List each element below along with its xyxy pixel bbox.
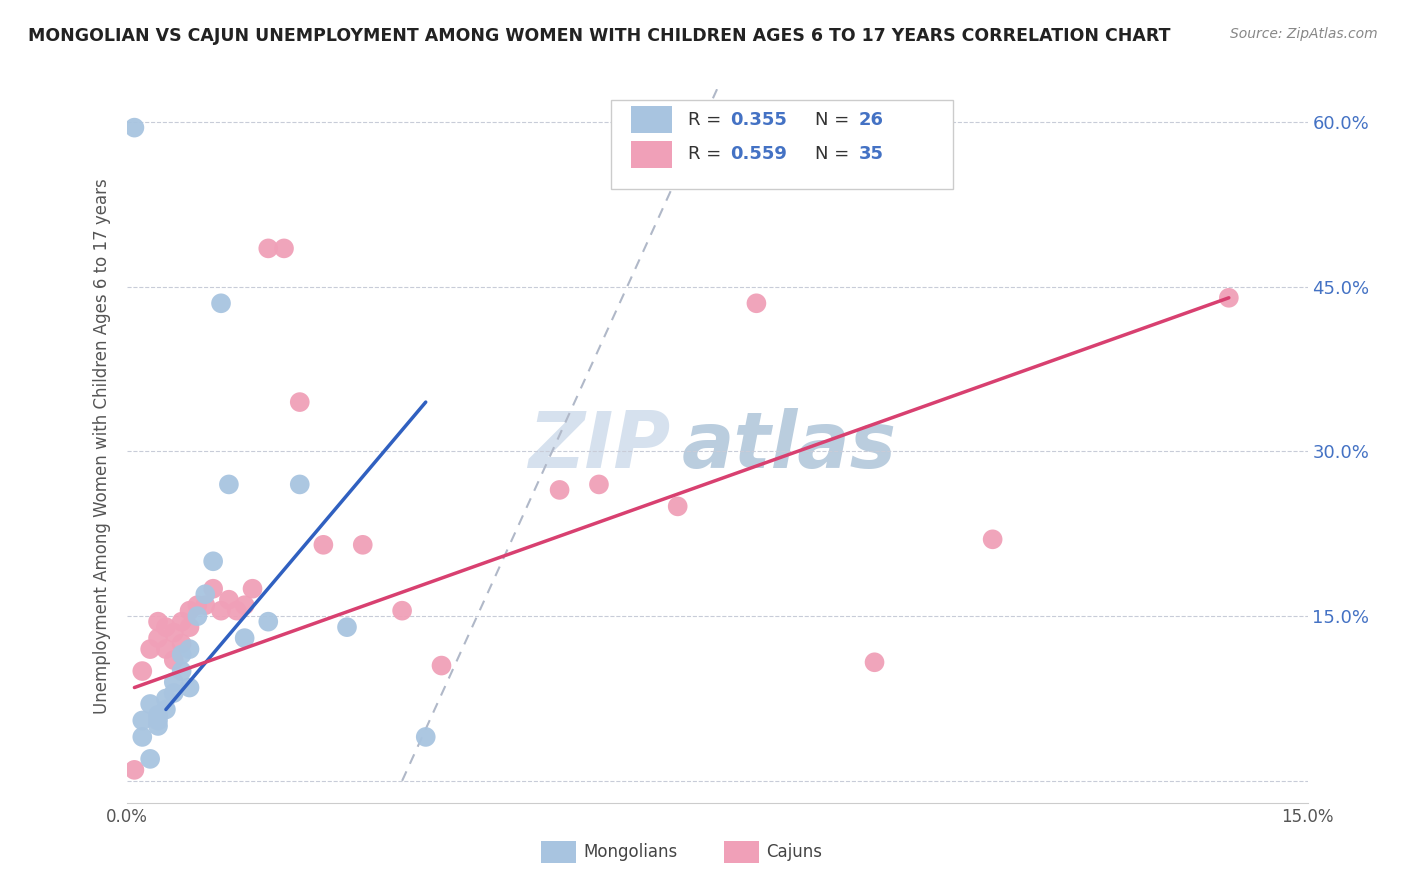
Point (186, 598, 208, 612)
Point (257, 241, 280, 255)
Point (548, 483, 571, 497)
Text: 26: 26 (859, 111, 884, 128)
Point (588, 477, 610, 491)
Point (139, 697, 162, 711)
Text: 0.355: 0.355 (730, 111, 787, 128)
Point (273, 241, 295, 255)
Point (124, 763, 146, 777)
Point (131, 730, 153, 744)
Point (170, 648, 193, 662)
Point (209, 296, 232, 310)
Point (139, 642, 162, 657)
Text: 35: 35 (859, 145, 884, 163)
Point (391, 604, 413, 618)
Point (242, 582, 264, 596)
Point (163, 675, 186, 690)
Point (163, 686, 186, 700)
Point (225, 604, 247, 618)
Text: N =: N = (815, 145, 855, 163)
Bar (631, 141, 672, 168)
Point (124, 120, 146, 135)
Point (336, 620, 359, 634)
Point (218, 592, 240, 607)
Text: atlas: atlas (682, 408, 897, 484)
Point (194, 598, 217, 612)
Point (981, 533, 1004, 547)
Point (155, 620, 177, 634)
Point (170, 615, 193, 629)
Text: ZIP: ZIP (527, 408, 669, 484)
Text: R =: R = (688, 111, 727, 128)
Point (146, 708, 169, 723)
Point (146, 714, 169, 728)
Point (218, 477, 240, 491)
Point (1218, 291, 1240, 305)
Point (666, 500, 689, 514)
Point (146, 631, 169, 645)
Point (233, 631, 256, 645)
Point (312, 538, 335, 552)
Point (179, 620, 201, 634)
Point (186, 609, 208, 624)
Text: N =: N = (815, 111, 855, 128)
Point (131, 664, 153, 678)
Point (155, 642, 177, 657)
Point (146, 719, 169, 733)
Point (257, 615, 280, 629)
Text: Source: ZipAtlas.com: Source: ZipAtlas.com (1230, 27, 1378, 41)
Point (146, 615, 169, 629)
Point (179, 604, 201, 618)
Point (194, 587, 217, 601)
Point (352, 538, 374, 552)
Text: MONGOLIAN VS CAJUN UNEMPLOYMENT AMONG WOMEN WITH CHILDREN AGES 6 TO 17 YEARS COR: MONGOLIAN VS CAJUN UNEMPLOYMENT AMONG WO… (28, 27, 1171, 45)
Point (163, 625, 186, 640)
Text: Mongolians: Mongolians (583, 843, 678, 861)
Point (179, 681, 201, 695)
Point (155, 702, 177, 716)
Point (233, 598, 256, 612)
Point (139, 752, 162, 766)
Point (288, 477, 311, 491)
FancyBboxPatch shape (610, 100, 953, 189)
Point (745, 296, 768, 310)
Point (163, 653, 186, 667)
Point (170, 664, 193, 678)
Point (131, 714, 153, 728)
Point (202, 582, 225, 596)
Point (209, 604, 232, 618)
Point (863, 655, 886, 669)
Y-axis label: Unemployment Among Women with Children Ages 6 to 17 years: Unemployment Among Women with Children A… (93, 178, 111, 714)
Point (288, 395, 311, 409)
Bar (631, 106, 672, 134)
Text: 0.559: 0.559 (730, 145, 787, 163)
Text: R =: R = (688, 145, 727, 163)
Point (415, 730, 437, 744)
Point (430, 658, 453, 673)
Point (202, 554, 225, 568)
Point (170, 637, 193, 651)
Point (155, 691, 177, 706)
Point (179, 642, 201, 657)
Text: Cajuns: Cajuns (766, 843, 823, 861)
